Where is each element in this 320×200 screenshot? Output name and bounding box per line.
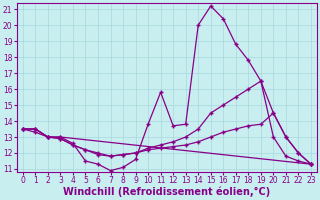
X-axis label: Windchill (Refroidissement éolien,°C): Windchill (Refroidissement éolien,°C) bbox=[63, 187, 270, 197]
